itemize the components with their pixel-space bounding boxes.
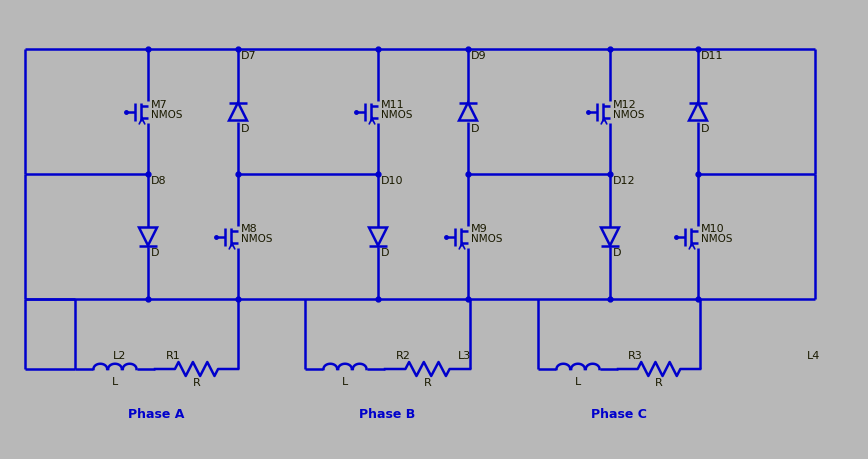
- Text: M11: M11: [381, 99, 404, 109]
- Text: R: R: [655, 377, 663, 387]
- Text: NMOS: NMOS: [471, 234, 503, 244]
- Text: NMOS: NMOS: [241, 234, 273, 244]
- Text: NMOS: NMOS: [151, 109, 182, 119]
- Text: D11: D11: [701, 51, 724, 61]
- Text: D: D: [701, 123, 709, 133]
- Text: Phase C: Phase C: [591, 408, 647, 420]
- Text: R2: R2: [396, 350, 411, 360]
- Text: D10: D10: [381, 176, 404, 185]
- Text: L4: L4: [807, 350, 820, 360]
- Text: NMOS: NMOS: [701, 234, 733, 244]
- Text: D12: D12: [613, 176, 635, 185]
- Text: R1: R1: [166, 350, 181, 360]
- Text: D: D: [381, 248, 390, 258]
- Text: M7: M7: [151, 99, 168, 109]
- Text: L2: L2: [113, 350, 126, 360]
- Text: R: R: [193, 377, 201, 387]
- Text: L: L: [112, 376, 118, 386]
- Text: M10: M10: [701, 224, 725, 234]
- Text: M8: M8: [241, 224, 258, 234]
- Text: NMOS: NMOS: [381, 109, 412, 119]
- Text: L: L: [342, 376, 348, 386]
- Text: Phase A: Phase A: [128, 408, 185, 420]
- Text: D7: D7: [241, 51, 257, 61]
- Text: D8: D8: [151, 176, 167, 185]
- Text: M9: M9: [471, 224, 488, 234]
- Text: D: D: [613, 248, 621, 258]
- Text: Phase B: Phase B: [359, 408, 416, 420]
- Text: D: D: [151, 248, 160, 258]
- Text: D: D: [471, 123, 479, 133]
- Text: M12: M12: [613, 99, 637, 109]
- Text: D: D: [241, 123, 249, 133]
- Text: R3: R3: [628, 350, 643, 360]
- Text: R: R: [424, 377, 431, 387]
- Text: D9: D9: [471, 51, 487, 61]
- Text: NMOS: NMOS: [613, 109, 645, 119]
- Text: L: L: [575, 376, 581, 386]
- Text: L3: L3: [458, 350, 471, 360]
